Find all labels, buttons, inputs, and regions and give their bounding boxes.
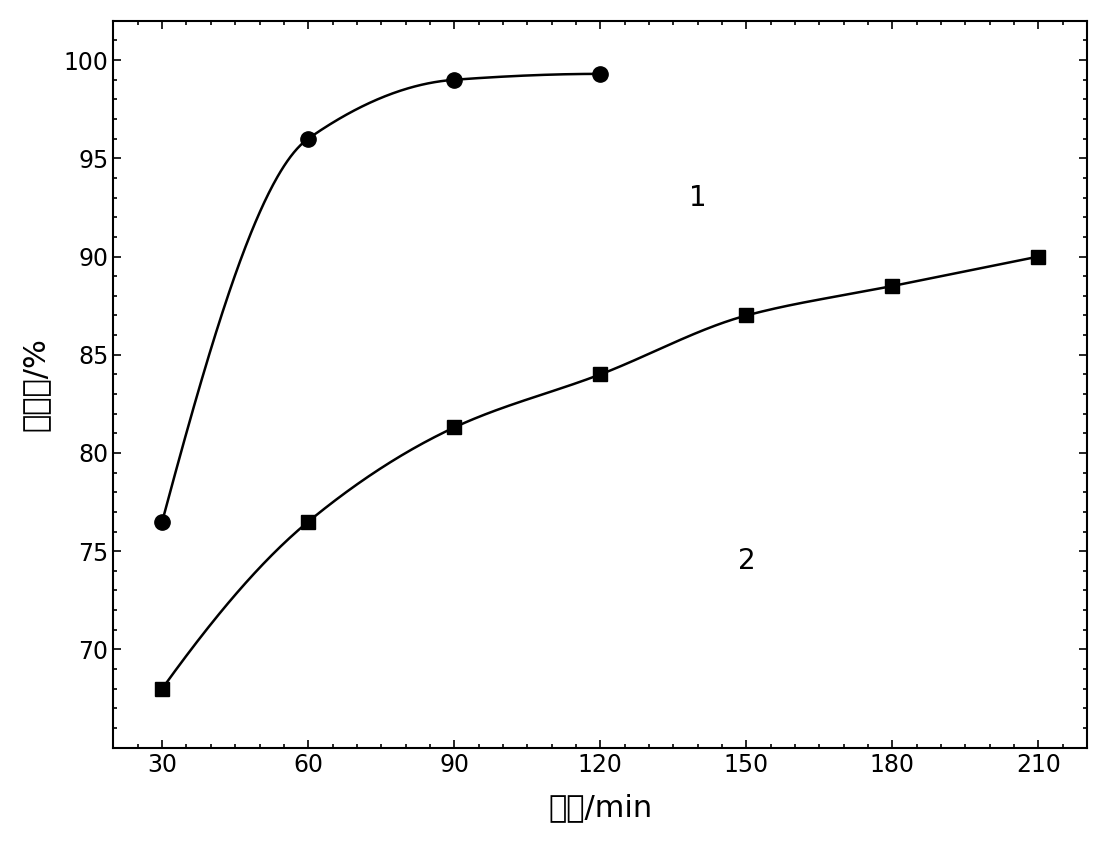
Y-axis label: 酯化率/%: 酯化率/% (21, 337, 50, 431)
X-axis label: 时间/min: 时间/min (548, 793, 653, 822)
Text: 2: 2 (738, 547, 756, 575)
Text: 1: 1 (689, 184, 707, 212)
